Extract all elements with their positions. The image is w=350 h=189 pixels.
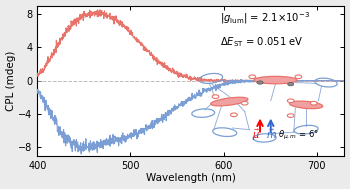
Text: $\Delta E_\mathrm{ST}$ = 0.051 eV: $\Delta E_\mathrm{ST}$ = 0.051 eV [220, 36, 304, 49]
X-axis label: Wavelength (nm): Wavelength (nm) [146, 174, 236, 184]
Text: $|g_\mathrm{lum}|$ = 2.1×10$^{-3}$: $|g_\mathrm{lum}|$ = 2.1×10$^{-3}$ [220, 10, 310, 26]
Y-axis label: CPL (mdeg): CPL (mdeg) [6, 50, 15, 111]
